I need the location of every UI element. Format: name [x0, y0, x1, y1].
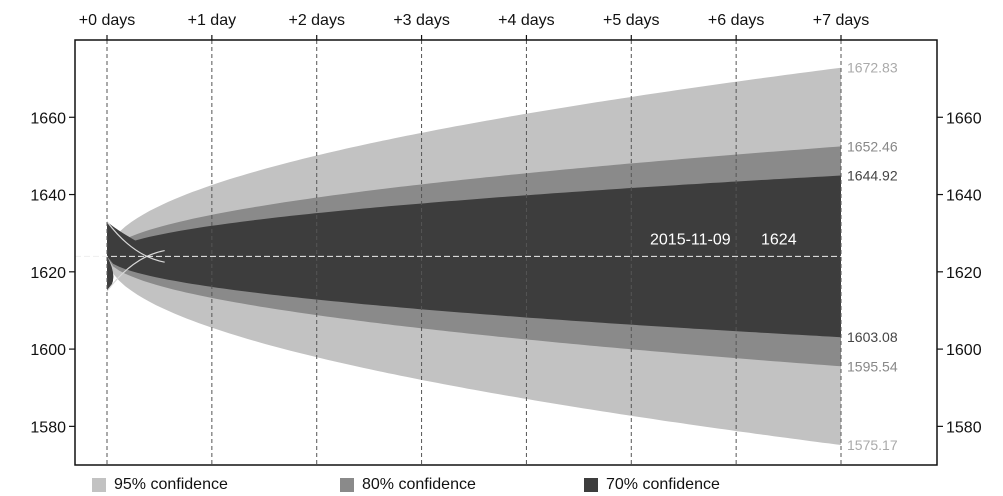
x-tick-label: +2 days — [288, 12, 344, 29]
lower-end-label: 1575.17 — [847, 437, 898, 453]
upper-end-label: 1652.46 — [847, 138, 898, 154]
x-tick-label: +4 days — [498, 12, 554, 29]
y-tick-label-right: 1620 — [946, 265, 982, 282]
grid-lines — [75, 40, 842, 465]
y-tick-label-left: 1580 — [30, 419, 66, 436]
lower-end-label: 1595.54 — [847, 358, 898, 374]
upper-end-label: 1672.83 — [847, 60, 898, 76]
upper-end-label: 1644.92 — [847, 168, 898, 184]
plot-frame — [74, 39, 938, 466]
start-wedge-line — [106, 221, 165, 263]
end-value-labels: 1672.83 1575.17 1652.46 1595.54 1644.92 1603.… — [847, 60, 898, 453]
x-tick-label: +3 days — [393, 12, 449, 29]
x-tick-label: +0 days — [79, 12, 135, 29]
center-date-label: 2015-11-09 — [650, 231, 731, 248]
y-tick-label-right: 1600 — [946, 342, 982, 359]
y-tick-label-left: 1660 — [30, 110, 66, 127]
x-tick-label: +6 days — [708, 12, 764, 29]
start-wedge-line — [106, 249, 165, 292]
legend-item-80: 80% confidence — [340, 476, 476, 494]
legend-label-95: 95% confidence — [114, 476, 228, 493]
x-tick-label: +1 day — [188, 12, 236, 29]
y-tick-label-right: 1660 — [946, 110, 982, 127]
legend-item-70: 70% confidence — [584, 476, 720, 494]
legend-swatch-70 — [584, 478, 598, 492]
center-value-label: 1624 — [761, 231, 797, 248]
lower-end-label: 1603.08 — [847, 329, 898, 345]
x-tick-label: +5 days — [603, 12, 659, 29]
axis-ticks: +0 days +1 day +2 days +3 days +4 days +5 day… — [30, 12, 981, 436]
y-tick-label-left: 1620 — [30, 265, 66, 282]
x-tick-label: +7 days — [813, 12, 869, 29]
y-tick-label-left: 1640 — [30, 188, 66, 205]
legend-label-80: 80% confidence — [362, 476, 476, 493]
y-tick-label-right: 1640 — [946, 188, 982, 205]
legend-label-70: 70% confidence — [606, 476, 720, 493]
legend-swatch-80 — [340, 478, 354, 492]
y-tick-label-right: 1580 — [946, 419, 982, 436]
y-tick-label-left: 1600 — [30, 342, 66, 359]
legend-item-95: 95% confidence — [92, 476, 228, 494]
legend-swatch-95 — [92, 478, 106, 492]
